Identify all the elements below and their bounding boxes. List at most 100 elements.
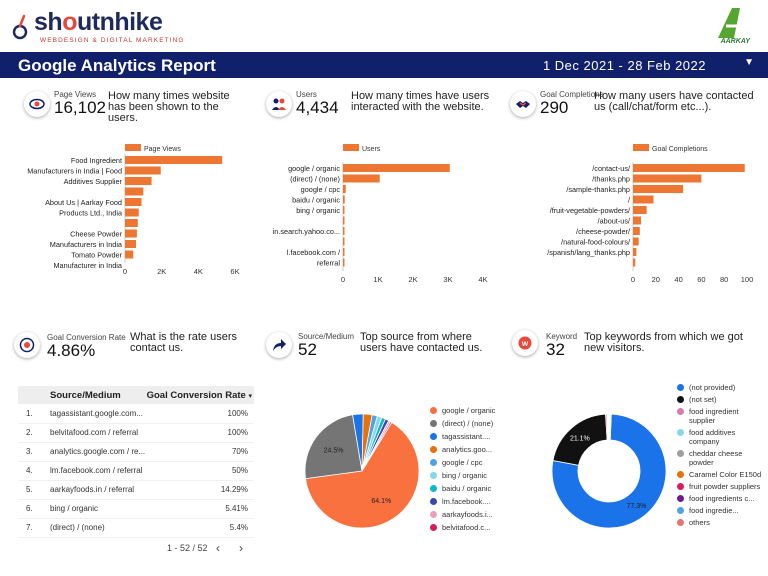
legend-item[interactable]: (not set) bbox=[677, 395, 762, 404]
legend-label: food additives company bbox=[689, 428, 736, 446]
x-tick-label: 1K bbox=[373, 275, 382, 284]
legend-item[interactable]: food ingredients c... bbox=[677, 494, 762, 503]
table-row[interactable]: 6. bing / organic 5.41% bbox=[18, 499, 254, 519]
legend-label: food ingredients c... bbox=[689, 494, 755, 503]
legend-dot bbox=[430, 459, 437, 466]
legend-item[interactable]: fruit powder suppliers bbox=[677, 482, 762, 491]
kpi-value-source-medium: 52 bbox=[298, 340, 317, 359]
eye-icon bbox=[24, 91, 50, 117]
legend-label: lm.facebook.... bbox=[442, 497, 491, 506]
legend-dot bbox=[677, 471, 684, 478]
legend-item[interactable]: google / organic bbox=[430, 406, 505, 415]
legend-item[interactable]: lm.facebook.... bbox=[430, 497, 505, 506]
bar bbox=[343, 206, 345, 214]
row-conversion-rate: 100% bbox=[145, 423, 254, 443]
category-label: /about-us/ bbox=[598, 217, 631, 226]
bar bbox=[125, 166, 161, 175]
legend-item[interactable]: belvitafood.c... bbox=[430, 523, 505, 532]
brand-tagline: WEBDESIGN & DIGITAL MARKETING bbox=[40, 37, 185, 44]
legend-item[interactable]: bing / organic bbox=[430, 471, 505, 480]
legend-dot bbox=[677, 519, 684, 526]
legend-item[interactable]: (direct) / (none) bbox=[430, 419, 505, 428]
row-conversion-rate: 5.41% bbox=[145, 499, 254, 519]
slice-label: 64.1% bbox=[371, 498, 391, 505]
table-row[interactable]: 4. lm.facebook.com / referral 50% bbox=[18, 461, 254, 481]
x-tick-label: 100 bbox=[741, 275, 754, 284]
legend-label: fruit powder suppliers bbox=[689, 482, 761, 491]
bar bbox=[343, 258, 345, 267]
bar bbox=[343, 174, 380, 183]
kpi-label: Goal Conversion Rate bbox=[47, 333, 126, 342]
bar bbox=[125, 250, 134, 259]
bar bbox=[125, 208, 139, 217]
x-tick-label: 2K bbox=[157, 267, 166, 276]
category-label: Tomato Powder bbox=[71, 251, 122, 260]
page-views-bar-chart: Page Views Food Ingredient Manufacturers i… bbox=[27, 144, 240, 276]
table-row[interactable]: 5. aarkayfoods.in / referral 14.29% bbox=[18, 480, 254, 500]
x-tick-label: 2K bbox=[408, 275, 417, 284]
bar bbox=[125, 219, 138, 227]
table-row[interactable]: 7. (direct) / (none) 5.4% bbox=[18, 518, 254, 538]
category-label: in.search.yahoo.co... bbox=[273, 227, 340, 236]
category-label: Cheese Powder bbox=[70, 230, 122, 239]
legend-label: tagassistant.... bbox=[442, 432, 491, 441]
next-page-icon[interactable]: › bbox=[239, 541, 243, 555]
pie-slice bbox=[305, 421, 420, 529]
row-source-medium: lm.facebook.com / referral bbox=[50, 461, 146, 481]
legend-item[interactable]: aarkayfoods.i... bbox=[430, 510, 505, 519]
row-conversion-rate: 14.29% bbox=[145, 480, 254, 500]
category-label: About Us | Aarkay Food bbox=[45, 198, 122, 207]
kpi-label: Page Views bbox=[54, 90, 97, 99]
row-source-medium: belvitafood.com / referral bbox=[50, 423, 146, 443]
row-source-medium: analytics.google.com / re... bbox=[50, 442, 146, 462]
table-row[interactable]: 3. analytics.google.com / re... 70% bbox=[18, 442, 254, 462]
date-range-dropdown-icon[interactable]: ▼ bbox=[744, 57, 754, 68]
legend-item[interactable]: tagassistant.... bbox=[430, 432, 505, 441]
source-medium-table: Source/Medium Goal Conversion Rate ▾ 1. t… bbox=[18, 386, 254, 538]
row-source-medium: (direct) / (none) bbox=[50, 518, 146, 538]
legend-item[interactable]: baidu / organic bbox=[430, 484, 505, 493]
bar bbox=[633, 164, 745, 172]
donut-slice bbox=[551, 413, 667, 529]
legend-swatch bbox=[125, 144, 141, 151]
legend-dot bbox=[677, 483, 684, 490]
legend-item[interactable]: others bbox=[677, 518, 762, 527]
report-header-bar: Google Analytics Report 1 Dec 2021 - 28 … bbox=[0, 52, 768, 78]
category-label: /fruit-vegetable-powders/ bbox=[550, 206, 631, 215]
legend-item[interactable]: food ingredient supplier bbox=[677, 407, 762, 425]
legend-dot bbox=[677, 495, 684, 502]
legend-label: food ingredient supplier bbox=[689, 407, 739, 425]
column-header-source-medium[interactable]: Source/Medium bbox=[50, 386, 146, 404]
pie-slice bbox=[361, 421, 393, 472]
bar bbox=[633, 248, 637, 256]
legend-item[interactable]: food ingredie... bbox=[677, 506, 762, 515]
date-range-selector[interactable]: 1 Dec 2021 - 28 Feb 2022 bbox=[542, 58, 706, 73]
aarkay-logo-icon bbox=[714, 6, 746, 46]
bar bbox=[633, 258, 636, 267]
legend-label: baidu / organic bbox=[442, 484, 492, 493]
legend-item[interactable]: (not provided) bbox=[677, 383, 762, 392]
legend-item[interactable]: cheddar cheese powder bbox=[677, 449, 762, 467]
kpi-value-users: 4,434 bbox=[296, 98, 339, 117]
x-tick-label: 0 bbox=[123, 267, 127, 276]
shoutnhike-logo-mark bbox=[12, 14, 30, 45]
table-row[interactable]: 1. tagassistant.google.com... 100% bbox=[18, 404, 254, 424]
legend-label: Goal Completions bbox=[652, 146, 708, 153]
legend-item[interactable]: Caramel Color E150d bbox=[677, 470, 762, 479]
legend-item[interactable]: analytics.goo... bbox=[430, 445, 505, 454]
kpi-label: Keyword bbox=[546, 332, 578, 341]
x-tick-label: 3K bbox=[443, 275, 452, 284]
category-label: Food Ingredient bbox=[71, 156, 122, 165]
legend-dot bbox=[677, 450, 684, 457]
table-row[interactable]: 2. belvitafood.com / referral 100% bbox=[18, 423, 254, 443]
legend-item[interactable]: food additives company bbox=[677, 428, 762, 446]
legend-label: google / organic bbox=[442, 406, 496, 415]
column-header-goal-conversion-rate[interactable]: Goal Conversion Rate ▾ bbox=[145, 386, 254, 404]
prev-page-icon[interactable]: ‹ bbox=[216, 541, 220, 555]
legend-item[interactable]: google / cpc bbox=[430, 458, 505, 467]
users-icon bbox=[266, 91, 292, 117]
brand-logo-text: shoutnhike bbox=[34, 8, 163, 36]
bar bbox=[125, 177, 152, 185]
sort-desc-icon: ▾ bbox=[248, 392, 252, 400]
slice-label: 24.5% bbox=[324, 448, 344, 455]
